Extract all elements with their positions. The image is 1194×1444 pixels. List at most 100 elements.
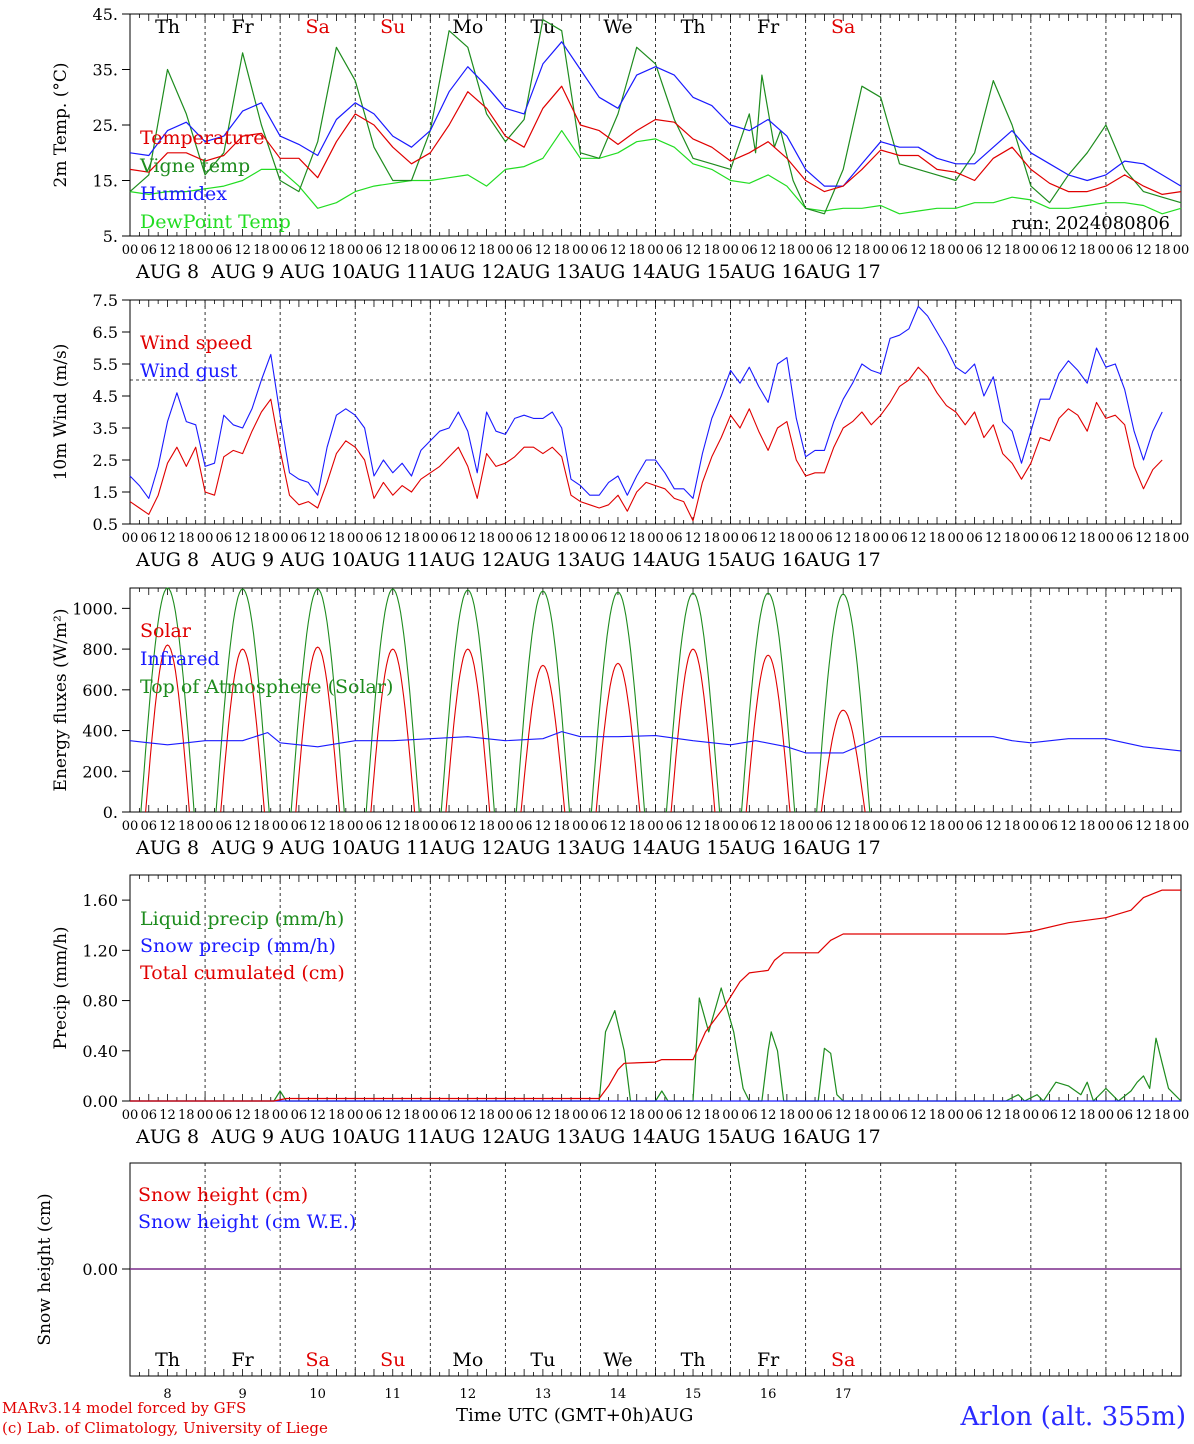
hour-tick-label: 06 [966,819,983,834]
hour-tick-label: 06 [441,531,458,546]
hour-tick-label: 06 [140,819,157,834]
date-label: AUG 15 [654,1126,730,1148]
y-tick-label: 400. [82,722,118,741]
hour-tick-label: 00 [872,243,889,258]
hour-tick-label: 00 [948,243,965,258]
hour-tick-label: 18 [854,243,871,258]
y-tick-label: 0.00 [82,1092,118,1111]
hour-tick-label: 12 [309,243,326,258]
hour-tick-label: 00 [272,243,289,258]
series-line-blue [129,41,1182,187]
date-label: AUG 8 [135,1126,199,1148]
hour-tick-label: 18 [478,243,495,258]
hour-tick-label: 18 [553,531,570,546]
hour-tick-label: 18 [779,243,796,258]
series-line-red [130,889,1181,1102]
hour-tick-label: 18 [1004,819,1021,834]
hour-tick-label: 06 [816,243,833,258]
day-name: Su [380,16,405,38]
hour-tick-label: 00 [497,819,514,834]
hour-tick-label: 06 [366,531,383,546]
y-tick-label: 200. [82,762,118,781]
hour-tick-label: 18 [628,531,645,546]
day-name: We [603,1349,632,1371]
hour-tick-label: 06 [516,1108,533,1123]
model-credit: MARv3.14 model forced by GFS [2,1399,247,1417]
hour-tick-label: 00 [1173,819,1190,834]
infrared-line [129,731,1182,754]
hour-tick-label: 00 [497,1108,514,1123]
hour-tick-label: 00 [797,243,814,258]
hour-tick-label: 06 [1116,819,1133,834]
y-tick-label: 1000. [72,599,118,618]
date-label: AUG 15 [654,837,730,859]
hour-tick-label: 06 [366,1108,383,1123]
legend-label: Temperature [140,127,264,149]
hour-tick-label: 00 [422,819,439,834]
hour-tick-label: 06 [441,819,458,834]
hour-tick-label: 12 [234,1108,251,1123]
date-label: AUG 13 [504,1126,580,1148]
y-tick-label: 5.5 [93,355,118,374]
day-number-label: 8 [163,1387,171,1402]
day-name: Sa [306,1349,330,1371]
date-label: AUG 11 [354,261,430,283]
date-label: AUG 15 [654,261,730,283]
hour-tick-label: 00 [347,531,364,546]
hour-tick-label: 12 [685,819,702,834]
day-name: Sa [306,16,330,38]
hour-tick-label: 06 [516,243,533,258]
hour-tick-label: 18 [1154,243,1171,258]
date-label: AUG 11 [354,549,430,571]
hour-tick-label: 18 [253,819,270,834]
hour-tick-label: 18 [178,243,195,258]
date-label: AUG 17 [805,549,881,571]
day-number-label: 9 [238,1387,246,1402]
solar-arc [220,648,266,813]
hour-tick-label: 00 [572,243,589,258]
solar-arc [745,654,791,813]
series-line-red [129,366,1163,522]
toa-arc [740,592,796,813]
hour-tick-label: 06 [741,819,758,834]
hour-tick-label: 06 [291,531,308,546]
hour-tick-label: 12 [460,819,477,834]
toa-arc [816,593,871,813]
hour-tick-label: 12 [535,531,552,546]
y-tick-label: 800. [82,640,118,659]
hour-tick-label: 12 [610,531,627,546]
day-number-label: 17 [835,1387,852,1402]
hour-tick-label: 00 [572,1108,589,1123]
hour-tick-label: 00 [272,531,289,546]
date-label: AUG 10 [279,261,355,283]
hour-tick-label: 00 [722,243,739,258]
legend-label: Vigne temp [139,155,250,177]
y-axis-label: Snow height (cm) [35,1193,55,1345]
day-number-label: 13 [535,1387,552,1402]
date-label: AUG 9 [210,1126,274,1148]
hour-tick-label: 12 [685,531,702,546]
solar-arc [370,648,416,813]
hour-tick-label: 12 [535,243,552,258]
day-name: Th [155,1349,180,1371]
hour-tick-label: 12 [835,243,852,258]
date-label: AUG 17 [805,837,881,859]
date-label: AUG 10 [279,1126,355,1148]
hour-tick-label: 06 [291,819,308,834]
hour-tick-label: 18 [1004,1108,1021,1123]
hour-tick-label: 18 [1004,531,1021,546]
hour-tick-label: 00 [722,819,739,834]
hour-tick-label: 06 [741,243,758,258]
hour-tick-label: 12 [460,243,477,258]
hour-tick-label: 00 [272,819,289,834]
hour-tick-label: 12 [159,531,176,546]
hour-tick-label: 00 [572,531,589,546]
hour-tick-label: 12 [1060,243,1077,258]
y-axis-label: 10m Wind (m/s) [51,344,71,481]
date-label: AUG 8 [135,261,199,283]
day-name: Mo [452,1349,483,1371]
day-name: Fr [757,1349,780,1371]
hour-tick-label: 18 [178,819,195,834]
hour-tick-label: 00 [872,1108,889,1123]
